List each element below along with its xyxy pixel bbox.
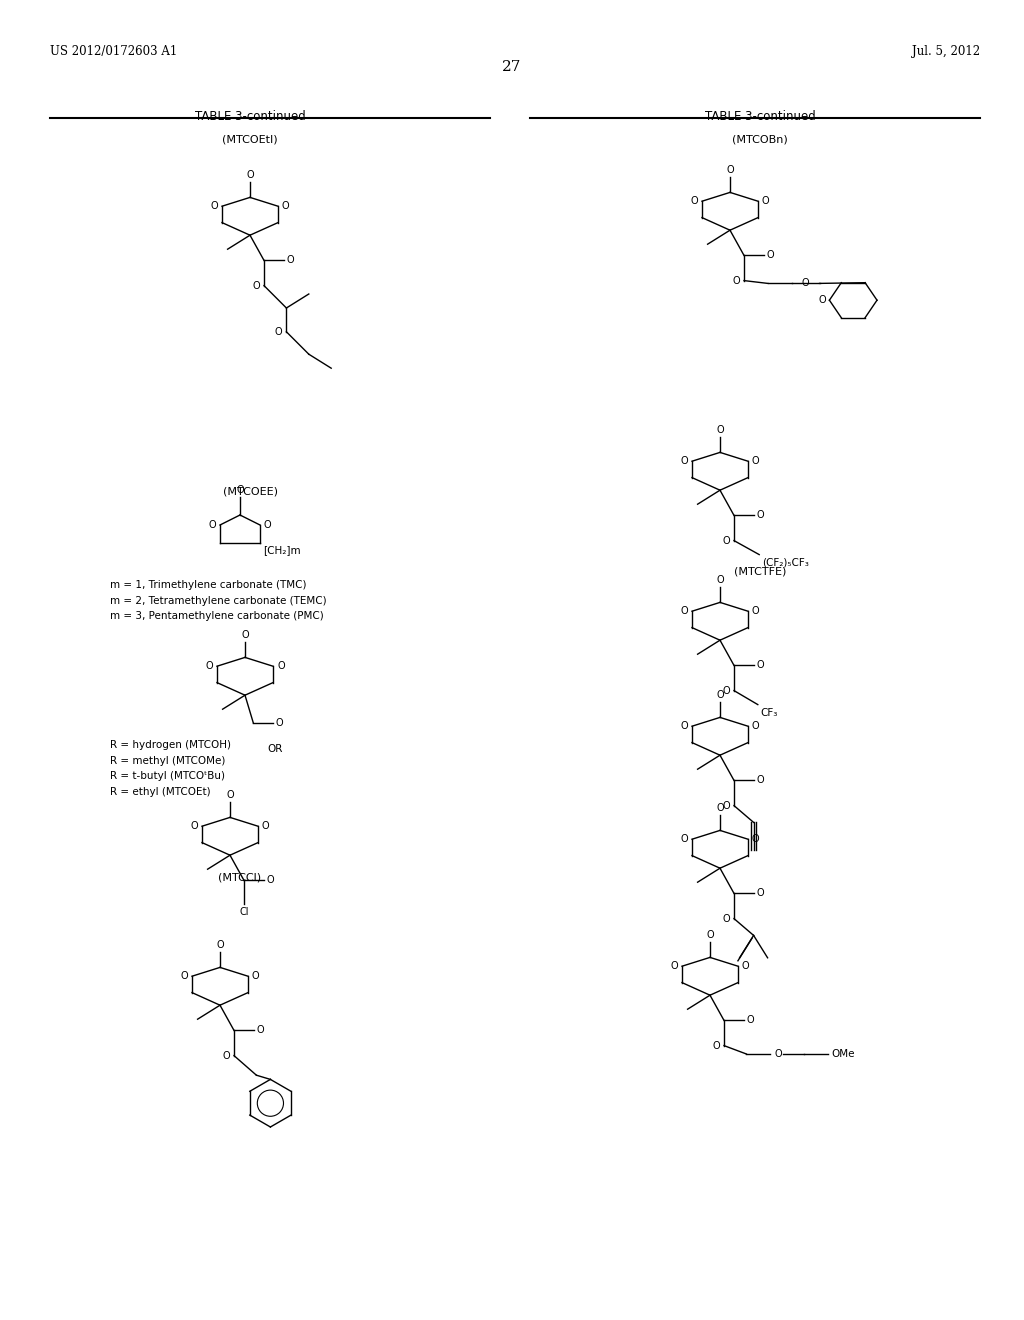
Text: O: O	[722, 801, 730, 810]
Text: OMe: OMe	[831, 1049, 855, 1059]
Text: O: O	[252, 972, 260, 981]
Text: O: O	[690, 197, 698, 206]
Text: O: O	[210, 201, 218, 211]
Text: O: O	[716, 803, 724, 813]
Text: Jul. 5, 2012: Jul. 5, 2012	[912, 45, 980, 58]
Text: O: O	[278, 661, 285, 671]
Text: O: O	[190, 821, 198, 832]
Text: O: O	[226, 789, 233, 800]
Text: O: O	[680, 721, 688, 731]
Text: O: O	[262, 821, 269, 832]
Text: US 2012/0172603 A1: US 2012/0172603 A1	[50, 45, 177, 58]
Text: CF₃: CF₃	[761, 708, 778, 718]
Text: O: O	[276, 718, 284, 729]
Text: O: O	[707, 931, 714, 940]
Text: m = 1, Trimethylene carbonate (TMC)
m = 2, Tetramethylene carbonate (TEMC)
m = 3: m = 1, Trimethylene carbonate (TMC) m = …	[110, 579, 327, 622]
Text: O: O	[716, 690, 724, 700]
Text: O: O	[774, 1049, 782, 1059]
Text: O: O	[287, 255, 294, 265]
Text: (CF₂)₅CF₃: (CF₂)₅CF₃	[762, 557, 809, 568]
Text: R = hydrogen (MTCOH)
R = methyl (MTCOMe)
R = t-butyl (MTCOᵗBu)
R = ethyl (MTCOEt: R = hydrogen (MTCOH) R = methyl (MTCOMe)…	[110, 741, 231, 797]
Text: O: O	[713, 1040, 720, 1051]
Text: O: O	[222, 1051, 230, 1060]
Text: O: O	[716, 576, 724, 585]
Text: O: O	[180, 972, 188, 981]
Text: O: O	[237, 484, 244, 495]
Text: [CH₂]m: [CH₂]m	[263, 545, 301, 554]
Text: O: O	[680, 834, 688, 845]
Text: O: O	[722, 536, 730, 545]
Text: 27: 27	[503, 59, 521, 74]
Text: O: O	[767, 251, 774, 260]
Text: O: O	[282, 201, 290, 211]
Text: O: O	[757, 775, 764, 785]
Text: (MTCCl): (MTCCl)	[218, 873, 261, 883]
Text: O: O	[257, 1026, 264, 1035]
Text: O: O	[216, 940, 224, 950]
Text: (MTCOBn): (MTCOBn)	[732, 135, 787, 144]
Text: O: O	[252, 281, 260, 290]
Text: O: O	[752, 834, 760, 845]
Text: Cl: Cl	[240, 907, 249, 917]
Text: O: O	[722, 685, 730, 696]
Text: O: O	[722, 913, 730, 924]
Text: O: O	[757, 888, 764, 899]
Text: O: O	[752, 457, 760, 466]
Text: O: O	[752, 606, 760, 616]
Text: (MTCTFE): (MTCTFE)	[734, 568, 786, 577]
Text: OR: OR	[267, 744, 283, 754]
Text: O: O	[752, 721, 760, 731]
Text: O: O	[762, 197, 770, 206]
Text: O: O	[680, 606, 688, 616]
Text: TABLE 3-continued: TABLE 3-continued	[195, 110, 305, 123]
Text: (MTCOEtI): (MTCOEtI)	[222, 135, 278, 144]
Text: O: O	[680, 457, 688, 466]
Text: O: O	[746, 1015, 755, 1026]
Text: O: O	[726, 165, 734, 176]
Text: O: O	[242, 630, 249, 640]
Text: O: O	[266, 875, 274, 886]
Text: O: O	[208, 520, 216, 531]
Text: O: O	[264, 520, 271, 531]
Text: TABLE 3-continued: TABLE 3-continued	[705, 110, 815, 123]
Text: O: O	[246, 170, 254, 180]
Text: O: O	[742, 961, 750, 972]
Text: O: O	[802, 279, 809, 288]
Text: O: O	[732, 276, 740, 285]
Text: O: O	[716, 425, 724, 436]
Text: O: O	[757, 511, 764, 520]
Text: (MTCOEE): (MTCOEE)	[222, 487, 278, 498]
Text: O: O	[206, 661, 213, 671]
Text: O: O	[671, 961, 678, 972]
Text: O: O	[274, 327, 283, 337]
Text: O: O	[757, 660, 764, 671]
Text: O: O	[819, 296, 826, 305]
